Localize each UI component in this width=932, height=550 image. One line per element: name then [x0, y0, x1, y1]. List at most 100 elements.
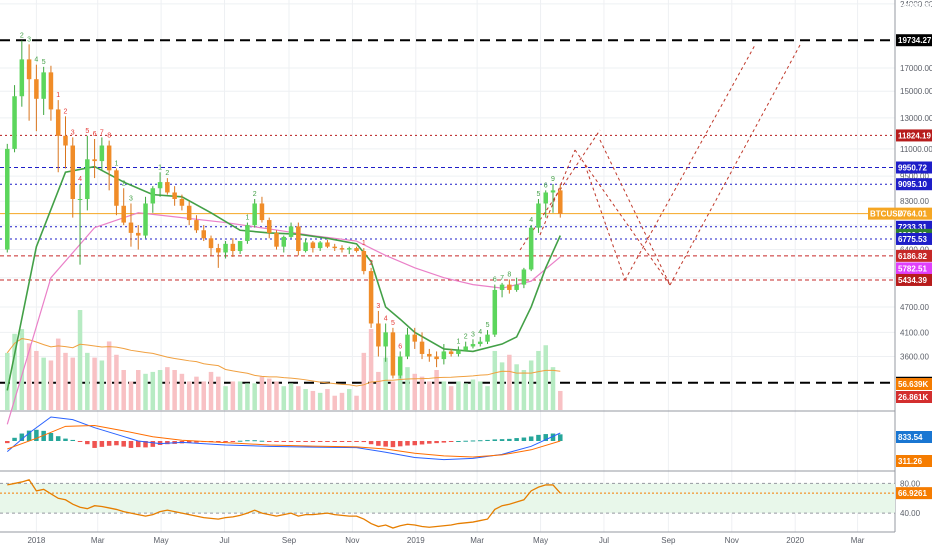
- candle-body-27: [201, 230, 206, 239]
- volume-bar-33: [245, 383, 250, 410]
- candle-body-72: [528, 227, 534, 270]
- macd-hist-5: [41, 430, 46, 441]
- macd-hist-3: [26, 430, 32, 441]
- volume-bar-18: [135, 370, 141, 410]
- volume-bar-30: [223, 386, 228, 410]
- macd-hist-44: [325, 441, 330, 442]
- candle-body-34: [252, 203, 257, 226]
- macd-hist-6: [48, 433, 54, 441]
- volume-bar-40: [296, 386, 301, 410]
- macd-label-2-bg: [896, 455, 932, 467]
- y-tick-label-0: 24000.00: [900, 0, 932, 9]
- x-tick-label-0: 2018: [27, 536, 45, 545]
- volume-ma-line: [6, 338, 561, 387]
- macd-hist-52: [383, 441, 388, 447]
- volume-bar-51: [376, 371, 381, 410]
- macd-hist-55: [405, 441, 410, 446]
- volume-bar-76: [558, 390, 563, 410]
- macd-label-1: 522.28: [898, 445, 923, 454]
- x-tick-label-12: 2020: [786, 536, 804, 545]
- seq-down-0: 1: [56, 92, 60, 99]
- horizontal-levels: [0, 39, 895, 384]
- macd-hist-54: [397, 441, 403, 447]
- seq-up-2: 4: [34, 57, 38, 64]
- candle-body-20: [150, 188, 156, 204]
- candle-body-41: [303, 242, 308, 252]
- y-tick-label-6: 8300.00: [900, 197, 929, 206]
- seq-down-12: 5: [391, 320, 395, 327]
- volume-bar-41: [303, 389, 308, 410]
- seq-up-0: 2: [20, 33, 24, 40]
- volume-bar-36: [266, 378, 272, 410]
- seq-up-7: 1: [158, 164, 162, 171]
- macd-hist-22: [165, 441, 170, 445]
- volume-bar-64: [470, 379, 476, 410]
- x-tick-label-11: Nov: [725, 536, 739, 545]
- candle-body-39: [288, 226, 294, 237]
- macd-hist-50: [368, 441, 374, 445]
- volume-bar-3: [26, 343, 32, 410]
- price-label-10: 5782.51: [898, 264, 927, 273]
- volume-bar-32: [237, 381, 243, 410]
- seq-up-12: 2: [464, 334, 468, 341]
- volume-ma-label-bg: [896, 378, 932, 390]
- candle-body-26: [194, 220, 199, 231]
- candle-body-32: [237, 241, 243, 252]
- macd-hist-66: [485, 439, 490, 441]
- macd-hist-67: [492, 439, 498, 441]
- seq-down-9: 2: [369, 260, 373, 267]
- rsi-current-label: 66.9261: [898, 489, 927, 498]
- candle-body-4: [34, 79, 39, 99]
- candle-body-71: [521, 269, 527, 285]
- seq-down-2: 3: [71, 129, 75, 136]
- projection-line-0: [584, 164, 626, 281]
- volume-bar-69: [507, 354, 512, 410]
- volume-bar-53: [390, 381, 396, 410]
- sma-50-line: [6, 212, 561, 425]
- candle-body-9: [70, 145, 76, 200]
- price-label-0: 24000.00: [898, 2, 932, 11]
- seq-down-10: 3: [376, 303, 380, 310]
- seq-up-14: 4: [478, 329, 482, 336]
- macd-hist-10: [77, 441, 83, 442]
- rsi-tick-label-1: 40.00: [900, 509, 921, 518]
- volume-bar-24: [179, 373, 185, 410]
- candle-body-73: [536, 203, 541, 228]
- volume-bar-56: [412, 373, 418, 410]
- macd-hist-58: [427, 441, 432, 444]
- volume-bar-17: [128, 381, 134, 410]
- macd-hist-49: [361, 441, 367, 443]
- price-label-4: 9095.10: [898, 180, 927, 189]
- candle-body-43: [317, 242, 323, 249]
- y-tick-label-12: 3600.00: [900, 353, 929, 362]
- x-tick-label-3: Jul: [219, 536, 229, 545]
- x-tick-label-7: Mar: [470, 536, 484, 545]
- macd-hist-51: [376, 441, 381, 446]
- candle-body-23: [172, 192, 177, 200]
- candle-body-31: [230, 243, 236, 252]
- volume-bar-63: [463, 383, 468, 410]
- macd-hist-17: [128, 441, 134, 448]
- macd-hist-33: [245, 440, 250, 442]
- x-tick-label-1: Mar: [91, 536, 105, 545]
- macd-hist-62: [456, 441, 461, 442]
- candle-body-29: [216, 248, 221, 253]
- candle-body-15: [114, 170, 119, 206]
- macd-hist-16: [121, 441, 126, 447]
- macd-hist-57: [419, 441, 425, 445]
- volume-bar-37: [274, 381, 279, 410]
- candle-body-63: [463, 346, 468, 351]
- macd-hist-65: [477, 440, 483, 442]
- candle-body-76: [558, 190, 563, 214]
- volume-bar-47: [347, 389, 352, 410]
- candle-body-19: [143, 203, 148, 236]
- candle-body-53: [390, 332, 396, 376]
- macd-hist-39: [288, 441, 294, 442]
- volume-bar-59: [434, 370, 439, 410]
- candle-body-70: [514, 284, 519, 290]
- volume-bar-49: [361, 352, 367, 410]
- macd-signal-line: [7, 425, 561, 458]
- seq-up-17: 7: [500, 275, 504, 282]
